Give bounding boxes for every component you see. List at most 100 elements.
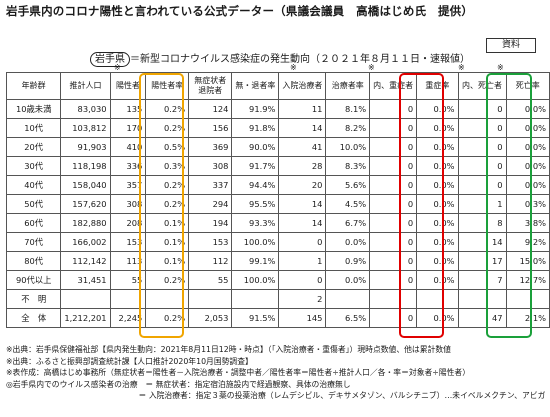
severe-rate-cell [416,289,459,309]
prefecture-label: 岩手県 [90,52,130,67]
table-row: 10代 103,812 170 0.2% 156 91.8% 14 8.2% 0 0.0% 0 0.0… [5,118,550,138]
asymptomatic-rate-cell: 99.1% [231,251,280,271]
table-row: 20代 91,903 410 0.5% 369 90.0% 41 10.0% 0 0.0% 0 0.0… [5,137,550,157]
header-hospitalized-rate: 治療者率 [325,72,371,100]
asymptomatic-rate-cell: 91.7% [231,156,280,176]
asymptomatic-cell: 112 [188,251,233,271]
table-row: 不 明 2 [5,289,550,309]
severe-rate-cell: 0.0% [416,194,459,214]
death-rate-cell: 0.0% [505,99,550,119]
header-asymptomatic: 無症状者 退院者 [188,72,233,100]
asymptomatic-rate-cell: 95.5% [231,194,280,214]
asymptomatic-cell: 156 [188,118,233,138]
death-rate-cell [505,289,550,309]
table-row: 30代 118,198 336 0.3% 308 91.7% 28 8.3% 0 0.0% 0 0.0… [5,156,550,176]
asymptomatic-cell [188,289,233,309]
positive-cell [109,289,147,309]
population-cell [60,289,111,309]
hospitalized-rate-cell: 0.9% [325,251,371,271]
hospitalized-rate-cell: 10.0% [325,137,371,157]
age-cell: 10歳未満 [5,99,62,119]
deaths-cell: 7 [457,270,507,290]
footnote-source-2: ※出典：ふるさと振興部調査統計課【人口推計2020年10月国勢調査】 [6,356,253,366]
table-row: 40代 158,040 357 0.2% 337 94.4% 20 5.6% 0 0.0% 0 0.0… [5,175,550,195]
severe-cell: 0 [369,308,418,328]
deaths-cell: 8 [457,213,507,233]
asymptomatic-cell: 2,053 [188,308,233,328]
severe-rate-cell: 0.0% [416,118,459,138]
hospitalized-rate-cell: 6.5% [325,308,371,328]
table-row: 50代 157,620 308 0.2% 294 95.5% 14 4.5% 0 0.0% 1 0.3… [5,194,550,214]
header-age: 年齢群 [5,72,62,100]
positive-cell: 357 [109,175,147,195]
positive-rate-cell: 0.1% [145,251,190,271]
table-subtitle: 岩手県 ＝新型コロナウイルス感染症の発生動向（２０２１年８月１１日・速報値） [90,50,470,67]
positive-rate-cell: 0.2% [145,194,190,214]
severe-cell: 0 [369,213,418,233]
positive-cell: 410 [109,137,147,157]
positive-cell: 308 [109,194,147,214]
population-cell: 103,812 [60,118,111,138]
hospitalized-rate-cell: 4.5% [325,194,371,214]
positive-cell: 2,245 [109,308,147,328]
severe-rate-cell: 0.0% [416,175,459,195]
header-population: 推計人口 [60,72,111,100]
deaths-cell: 0 [457,137,507,157]
death-rate-cell: 3.8% [505,213,550,233]
population-cell: 83,030 [60,99,111,119]
deaths-cell: 0 [457,118,507,138]
age-cell: 10代 [5,118,62,138]
death-rate-cell: 12.7% [505,270,550,290]
severe-cell: 0 [369,99,418,119]
death-rate-cell: 0.0% [505,156,550,176]
age-cell: 50代 [5,194,62,214]
deaths-cell: 17 [457,251,507,271]
asymptomatic-cell: 194 [188,213,233,233]
asymptomatic-cell: 153 [188,232,233,252]
population-cell: 31,451 [60,270,111,290]
asymptomatic-rate-cell: 93.3% [231,213,280,233]
header-death-rate: 死亡率 [505,72,550,100]
severe-cell: 0 [369,194,418,214]
hospitalized-cell: 14 [278,118,327,138]
deaths-cell: 47 [457,308,507,328]
population-cell: 182,880 [60,213,111,233]
asymptomatic-cell: 308 [188,156,233,176]
population-cell: 1,212,201 [60,308,111,328]
document-tag: 資料 [486,38,536,53]
header-positive: 陽性者 [109,72,147,100]
hospitalized-rate-cell: 5.6% [325,175,371,195]
severe-cell: 0 [369,270,418,290]
positive-cell: 153 [109,232,147,252]
population-cell: 112,142 [60,251,111,271]
death-rate-cell: 0.0% [505,118,550,138]
population-cell: 166,002 [60,232,111,252]
asymptomatic-rate-cell: 90.0% [231,137,280,157]
positive-rate-cell: 0.2% [145,270,190,290]
positive-rate-cell: 0.1% [145,213,190,233]
footnote-treatment-1: ◎岩手県内でのウイルス感染者の治療 ＝ 無症状者：指定宿泊施設内で経過観察、具体… [6,379,351,389]
age-cell: 80代 [5,251,62,271]
hospitalized-cell: 2 [278,289,327,309]
age-cell: 70代 [5,232,62,252]
population-cell: 157,620 [60,194,111,214]
asymptomatic-cell: 55 [188,270,233,290]
asymptomatic-cell: 294 [188,194,233,214]
hospitalized-rate-cell: 8.2% [325,118,371,138]
asymptomatic-rate-cell: 100.0% [231,270,280,290]
table-row: 80代 112,142 113 0.1% 112 99.1% 1 0.9% 0 0.0% 17 15.… [5,251,550,271]
hospitalized-cell: 145 [278,308,327,328]
positive-cell: 55 [109,270,147,290]
asymptomatic-rate-cell: 91.8% [231,118,280,138]
header-severe-rate: 重症率 [416,72,459,100]
deaths-cell: 0 [457,156,507,176]
age-cell: 20代 [5,137,62,157]
hospitalized-rate-cell: 6.7% [325,213,371,233]
hospitalized-rate-cell: 0.0% [325,232,371,252]
deaths-cell: 0 [457,175,507,195]
deaths-cell: 0 [457,99,507,119]
death-rate-cell: 0.0% [505,137,550,157]
age-cell: 30代 [5,156,62,176]
header-deaths: 内、死亡者 [457,72,507,100]
death-rate-cell: 2.1% [505,308,550,328]
